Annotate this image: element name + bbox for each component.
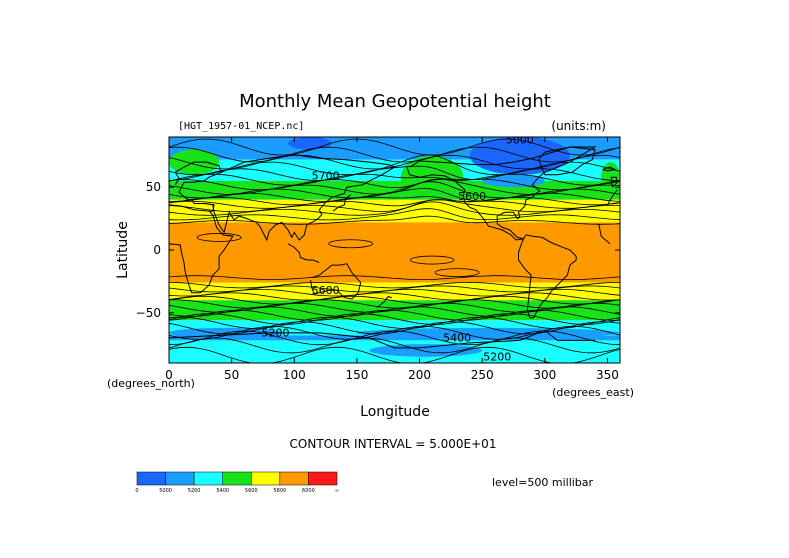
colorbar-swatch-1 [165, 471, 195, 486]
coastline-8 [518, 234, 577, 319]
contour-line [169, 181, 620, 199]
colorbar-swatch-6 [308, 471, 338, 486]
contour-line [169, 138, 620, 156]
coastline-7 [406, 146, 597, 241]
contour-line [169, 275, 620, 280]
x-tick-label: 350 [596, 368, 619, 382]
coastline-0 [169, 161, 618, 212]
contour-label-5: 5400 [443, 332, 471, 345]
contour-line [169, 299, 620, 309]
contour-loop [196, 233, 242, 242]
coastline-3 [287, 243, 320, 264]
colorbar-swatch-5 [279, 471, 309, 486]
contour-labels: 5000 5700 5600 5600 5200 5400 5200 [261, 133, 534, 363]
contour-loop [328, 239, 374, 249]
contour-line [169, 215, 620, 225]
colorbar-tick-label: 6000 [302, 488, 315, 494]
color-patch-4 [482, 174, 545, 188]
contour-line [169, 330, 620, 346]
x-tick-label: 200 [408, 368, 431, 382]
color-band-4 [169, 222, 620, 283]
colorbar-tick-label: ∞ [335, 488, 339, 494]
x-unit-label: (degrees_east) [552, 386, 634, 399]
contour-line [169, 313, 620, 325]
colorbar: 0 5000 5200 5400 5600 5800 6000 ∞ [135, 471, 339, 494]
contour-line [169, 199, 620, 213]
contour-line [169, 316, 620, 329]
contour-line [169, 146, 620, 163]
contour-label-6: 5200 [483, 350, 511, 363]
contour-line [169, 154, 620, 176]
y-axis-label: Latitude [115, 221, 131, 279]
contour-line [169, 165, 620, 181]
contour-line [169, 196, 620, 206]
level-label: level=500 millibar [492, 476, 594, 489]
contour-lines [169, 138, 620, 363]
contour-line [169, 199, 620, 209]
colorbar-tick-label: 5800 [273, 488, 286, 494]
contour-loop [434, 268, 480, 278]
y-tick-label: −50 [136, 306, 161, 320]
colorbar-swatch-4 [251, 471, 281, 486]
coastlines [169, 146, 619, 349]
contour-line [169, 187, 620, 202]
x-tick-label: 150 [345, 368, 368, 382]
file-label: [HGT_1957-01_NCEP.nc] [178, 121, 304, 132]
coastline-4 [332, 194, 351, 212]
contour-line [169, 178, 620, 195]
chart-title: Monthly Mean Geopotential height [239, 91, 551, 112]
y-tick-label: 50 [146, 180, 161, 194]
color-patch-8 [356, 327, 620, 338]
coastline-5 [310, 263, 362, 300]
colorbar-tick-label: 5400 [216, 488, 229, 494]
x-axis: 0 50 100 150 200 250 300 350 [165, 137, 619, 382]
color-band-8 [169, 335, 620, 341]
y-tick-label: 0 [153, 243, 161, 257]
units-label: (units:m) [551, 119, 606, 133]
x-tick-label: 0 [165, 368, 173, 382]
x-tick-label: 100 [283, 368, 306, 382]
coastline-9 [538, 146, 596, 176]
contour-label-2: 5600 [458, 190, 486, 203]
contour-line [169, 289, 620, 297]
map-area: 5000 5700 5600 5600 5200 5400 5200 [169, 133, 620, 363]
colorbar-tick-label: 5200 [188, 488, 201, 494]
coastline-2 [204, 154, 396, 242]
x-tick-label: 50 [224, 368, 239, 382]
contour-line [169, 292, 620, 301]
contour-line [169, 306, 620, 317]
x-tick-label: 250 [471, 368, 494, 382]
contour-line [169, 173, 620, 186]
colorbar-swatch-3 [222, 471, 252, 486]
y-unit-label: (degrees_north) [107, 377, 195, 390]
contour-line [169, 208, 620, 221]
contour-label-4: 5200 [261, 327, 289, 340]
x-axis-label: Longitude [360, 404, 430, 420]
contour-line [169, 178, 620, 191]
colorbar-swatch-0 [136, 471, 166, 486]
contour-interval-label: CONTOUR INTERVAL = 5.000E+01 [290, 437, 497, 451]
contour-label-1: 5700 [312, 170, 340, 183]
contour-label-0: 5000 [506, 133, 534, 146]
contour-line [169, 281, 620, 289]
colorbar-tick-label: 5600 [245, 488, 258, 494]
contour-line [169, 321, 620, 335]
y-axis: −50 0 50 [136, 180, 620, 320]
coastline-11 [610, 176, 619, 188]
colorbar-tick-label: 0 [135, 488, 138, 494]
contour-line [169, 201, 620, 216]
contour-label-3: 5600 [312, 284, 340, 297]
contour-loop [409, 255, 455, 265]
contour-line [169, 337, 620, 354]
x-tick-label: 300 [533, 368, 556, 382]
coastline-10 [602, 166, 617, 172]
colorbar-swatch-2 [193, 471, 223, 486]
contour-line [169, 309, 620, 321]
color-band-2 [169, 180, 620, 200]
colorbar-tick-label: 5000 [159, 488, 172, 494]
coastline-6 [376, 295, 393, 309]
coastline-1 [169, 210, 611, 294]
coastline-12 [169, 329, 595, 349]
